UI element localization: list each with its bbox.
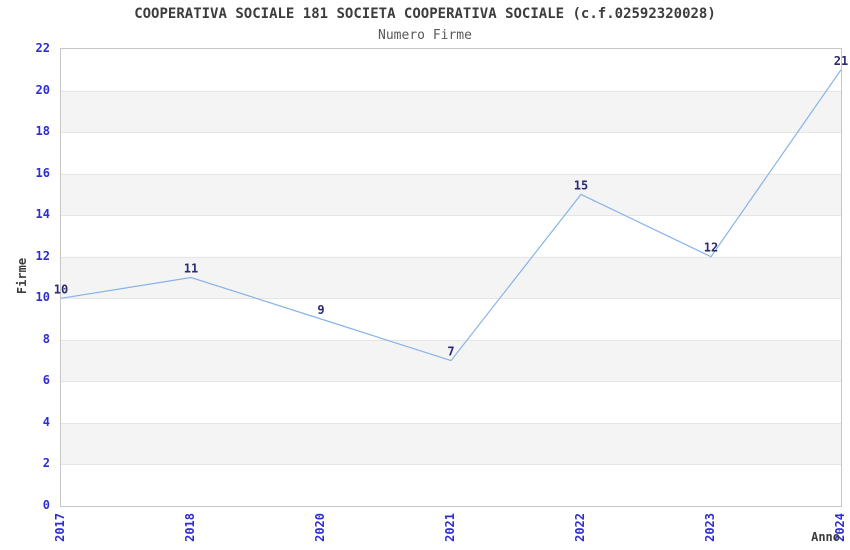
data-label: 9 bbox=[317, 303, 324, 317]
grid-band bbox=[61, 256, 841, 299]
y-tick-label: 12 bbox=[35, 248, 50, 263]
plot-area: 10 11 9 7 15 12 21 bbox=[54, 48, 848, 507]
y-tick-label: 20 bbox=[35, 82, 50, 97]
data-label: 21 bbox=[834, 54, 848, 68]
data-label: 11 bbox=[184, 262, 198, 276]
y-tick-label: 14 bbox=[35, 207, 50, 222]
y-tick-label: 2 bbox=[42, 456, 50, 471]
y-tick-label: 10 bbox=[35, 290, 50, 305]
data-label: 12 bbox=[704, 241, 718, 255]
x-tick-label: 2021 bbox=[443, 513, 457, 542]
data-label: 10 bbox=[54, 282, 68, 296]
x-tick-label: 2023 bbox=[703, 513, 717, 542]
x-axis-label: Anno bbox=[811, 530, 840, 544]
y-tick-label: 8 bbox=[42, 331, 50, 346]
grid-band bbox=[61, 422, 841, 465]
x-tick-label: 2022 bbox=[573, 513, 587, 542]
y-tick-label: 18 bbox=[35, 124, 50, 139]
x-tick-label: 2017 bbox=[53, 513, 67, 542]
grid-band bbox=[61, 173, 841, 216]
plot-canvas: 10 11 9 7 15 12 21 bbox=[54, 54, 848, 465]
y-tick-label: 22 bbox=[35, 41, 50, 55]
y-tick-label: 6 bbox=[42, 373, 50, 388]
y-tick-label: 16 bbox=[35, 165, 50, 180]
series-line bbox=[60, 69, 842, 362]
y-axis-label: Firme bbox=[15, 257, 29, 295]
data-label: 7 bbox=[447, 345, 454, 359]
chart-title: COOPERATIVA SOCIALE 181 SOCIETA COOPERAT… bbox=[134, 6, 716, 22]
x-tick-label: 2020 bbox=[313, 513, 327, 542]
chart-subtitle: Numero Firme bbox=[378, 28, 472, 43]
grid-band bbox=[61, 90, 841, 133]
data-label: 15 bbox=[574, 178, 588, 192]
x-tick-label: 2018 bbox=[183, 513, 197, 542]
y-tick-label: 4 bbox=[42, 414, 50, 429]
y-tick-label: 0 bbox=[42, 498, 50, 512]
